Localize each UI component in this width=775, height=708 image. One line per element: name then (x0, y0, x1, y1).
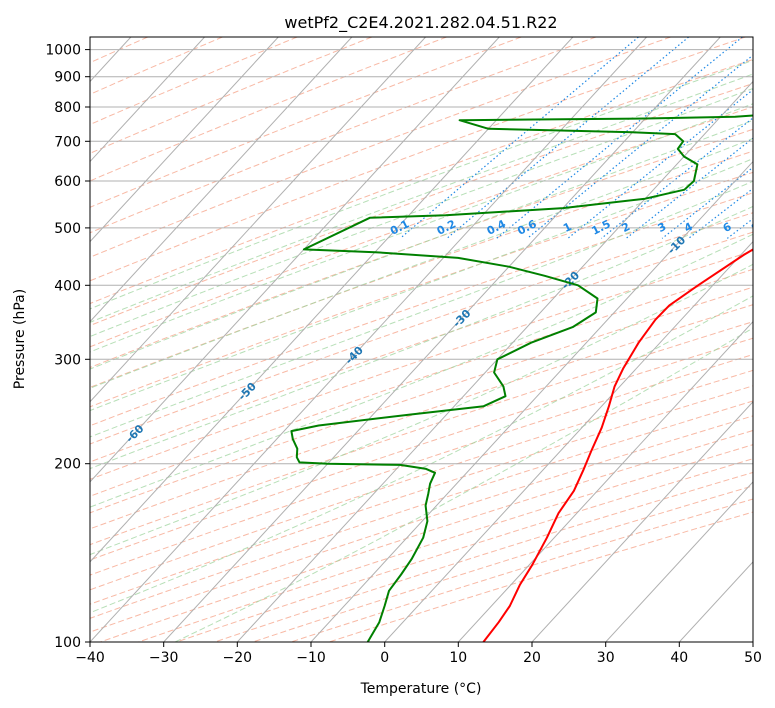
dry-adiabat-line (90, 286, 753, 514)
isotherm-line (457, 320, 753, 642)
y-tick-label: 300 (54, 352, 81, 368)
plot-frame (89, 36, 754, 643)
isotherm-line (90, 37, 279, 243)
y-axis-label: Pressure (hPa) (12, 289, 28, 389)
dry-adiabat-line (90, 171, 753, 408)
moist-adiabat-line (90, 205, 753, 470)
x-tick-label: −40 (75, 650, 105, 666)
dry-adiabat-line (90, 192, 753, 427)
isotherm-line (90, 37, 205, 163)
dry-adiabat-line (90, 250, 753, 480)
temperature-line (482, 248, 753, 642)
isotherm-line (236, 80, 753, 642)
dry-adiabat-line (90, 321, 753, 546)
moist-adiabat-line (90, 73, 753, 323)
x-tick-label: 0 (380, 650, 389, 666)
dry-adiabat-line (90, 37, 746, 282)
y-tick-label: 500 (54, 221, 81, 237)
profile-lines (290, 114, 753, 642)
y-tick-label: 200 (54, 457, 81, 473)
y-tick-label: 100 (54, 635, 81, 651)
dry-adiabat-line (90, 37, 597, 234)
dry-adiabat-line (90, 268, 753, 497)
moist-adiabat-line (90, 87, 753, 338)
y-tick-label: 800 (54, 100, 81, 116)
dry-adiabat-line (90, 37, 298, 126)
dry-adiabat-line (90, 82, 753, 327)
dry-adiabat-line (90, 385, 753, 605)
isotherm-line (163, 37, 721, 642)
y-tick-label: 400 (54, 278, 81, 294)
line-labels: 0.10.20.40.611.52346810131620253036-100-… (123, 217, 762, 445)
isotherm-line (90, 37, 426, 403)
mixing-ratio-line (567, 88, 753, 239)
mixing-ratio-line (399, 37, 639, 239)
isotherm-line (531, 401, 753, 642)
chart-title: wetPf2_C2E4.2021.282.04.51.R22 (284, 13, 557, 33)
x-tick-label: 40 (670, 650, 688, 666)
dry-adiabat-line (90, 231, 753, 463)
x-tick-label: 10 (449, 650, 467, 666)
dewpoint-line (290, 114, 753, 642)
isotherm-line (605, 481, 753, 642)
moist-adiabat-line (90, 59, 753, 310)
y-tick-label: 700 (54, 134, 81, 150)
y-tick-label: 600 (54, 174, 81, 190)
mixing-ratio-line (661, 166, 753, 239)
x-tick-label: 50 (744, 650, 762, 666)
isotherm-line (90, 37, 500, 483)
dry-adiabat-line (90, 37, 373, 154)
x-tick-label: 30 (597, 650, 615, 666)
moist-adiabat-line (90, 295, 753, 614)
moist-adiabat-line (90, 263, 753, 556)
moist-adiabat-line (90, 119, 753, 370)
isotherm-line (90, 37, 647, 642)
y-tick-label: 1000 (45, 43, 81, 59)
mixing-ratio-label: 8 (749, 220, 762, 235)
isotherm-line (384, 240, 753, 642)
x-tick-label: −20 (223, 650, 253, 666)
x-axis-label: Temperature (°C) (360, 681, 482, 697)
isotherm-line (90, 37, 574, 563)
moist-adiabat-line (90, 158, 753, 412)
moist-adiabat-line (174, 327, 753, 642)
moist-adiabat-line (90, 180, 753, 438)
isotherm-line (90, 37, 353, 323)
dry-adiabat-line (90, 37, 522, 208)
x-tick-label: 20 (523, 650, 541, 666)
y-tick-label: 900 (54, 70, 81, 86)
dry-adiabat-line (90, 37, 671, 258)
axes: −40 −30 −20 −10 0 10 20 30 40 50 100 200 300 400 500 60… (45, 43, 762, 666)
dry-adiabat-line (90, 58, 753, 305)
dry-adiabat-line (90, 369, 753, 591)
isotherm-line (310, 160, 753, 642)
x-tick-label: −10 (296, 650, 326, 666)
x-tick-label: −30 (149, 650, 179, 666)
